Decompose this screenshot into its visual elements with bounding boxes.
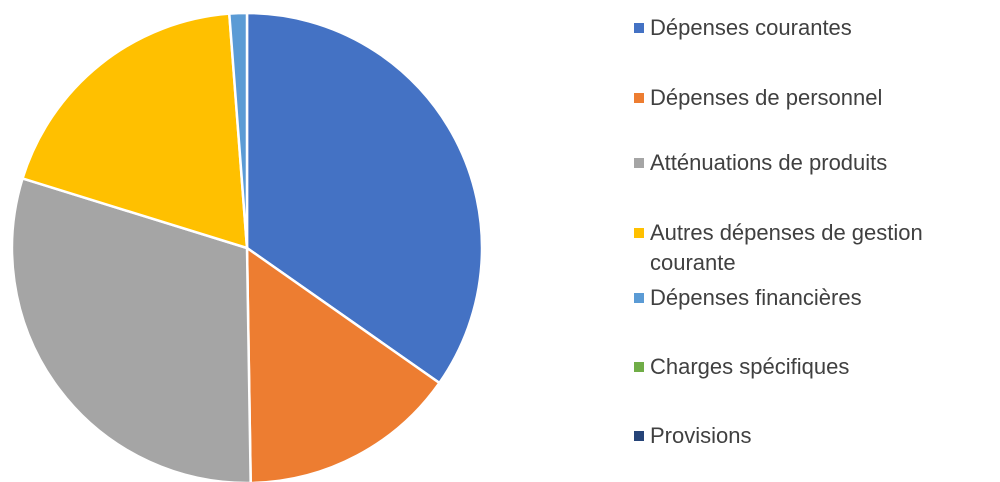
legend-swatch (634, 158, 644, 168)
legend-label: Dépenses de personnel (650, 85, 883, 110)
pie-area (10, 11, 484, 482)
legend-item: Charges spécifiques (634, 352, 994, 382)
legend-label: Dépenses financières (650, 285, 862, 310)
pie-slice (20, 12, 249, 250)
legend-item: Dépenses de personnel (634, 83, 994, 113)
legend-label: Provisions (650, 423, 752, 448)
legend-item: Provisions (634, 421, 994, 451)
legend-item: Autres dépenses de gestion courante (634, 218, 994, 278)
pie-slice (227, 11, 249, 249)
legend-swatch (634, 228, 644, 238)
legend-label: Atténuations de produits (650, 150, 888, 175)
legend-swatch (634, 362, 644, 372)
legend-swatch (634, 293, 644, 303)
pie-slice (10, 176, 252, 482)
legend-swatch (634, 93, 644, 103)
legend-swatch (634, 23, 644, 33)
legend-item: Dépenses courantes (634, 13, 994, 43)
legend-label: Dépenses courantes (650, 15, 852, 40)
legend-item: Dépenses financières (634, 283, 994, 313)
legend-label: Charges spécifiques (650, 354, 850, 379)
legend-label: Autres dépenses de gestion courante (650, 220, 923, 275)
legend-item: Atténuations de produits (634, 148, 994, 178)
legend-swatch (634, 431, 644, 441)
pie-slice (245, 11, 484, 385)
